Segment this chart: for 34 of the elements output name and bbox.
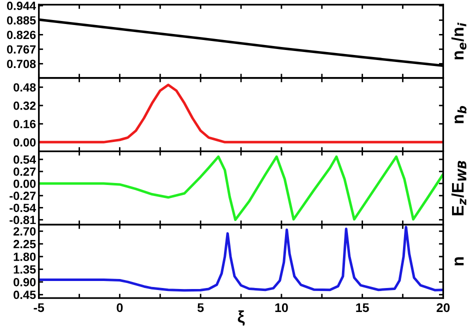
y-tick-label: 0.54 bbox=[14, 155, 36, 164]
y-tick-label: -0.27 bbox=[10, 192, 36, 200]
y-tick-label: 0.00 bbox=[14, 180, 36, 188]
x-tick-label: 0 bbox=[116, 303, 123, 312]
y-tick-label: -0.54 bbox=[10, 204, 36, 212]
y-tick-label: -0.81 bbox=[10, 216, 36, 224]
y-tick-label: 0.826 bbox=[7, 30, 36, 40]
y-axis-title: n$_{b}$ bbox=[454, 106, 466, 124]
y-tick-label: 0.767 bbox=[7, 45, 36, 54]
x-tick-label: -5 bbox=[34, 303, 44, 312]
y-tick-label: 0.27 bbox=[14, 168, 36, 176]
y-tick-label: 0.45 bbox=[14, 290, 36, 300]
x-axis-title: ξ bbox=[238, 310, 245, 326]
y-tick-label: 2.25 bbox=[14, 240, 36, 248]
y-axis-title: n bbox=[454, 257, 464, 266]
x-tick-label: 15 bbox=[356, 303, 369, 312]
y-tick-label: 0.16 bbox=[14, 120, 36, 128]
y-tick-label: 0.90 bbox=[14, 278, 36, 286]
y-tick-label: 1.80 bbox=[14, 252, 36, 261]
y-tick-label: 0.32 bbox=[14, 102, 36, 110]
line-series bbox=[38, 84, 444, 144]
x-tick-label: 10 bbox=[275, 303, 288, 312]
y-tick-label: 0.00 bbox=[14, 138, 36, 147]
x-tick-label: 5 bbox=[198, 303, 204, 312]
y-tick-label: 1.35 bbox=[14, 265, 36, 274]
y-tick-label: 2.70 bbox=[14, 227, 36, 236]
y-axis-title: n$_{e}$/n$_{i}$ bbox=[451, 22, 466, 60]
y-tick-label: 0.885 bbox=[7, 16, 36, 25]
y-axis-title: E$_{z}$/E$_{WB}$ bbox=[451, 160, 466, 216]
x-tick-label: 20 bbox=[436, 303, 450, 312]
y-tick-label: 0.48 bbox=[14, 83, 36, 92]
y-tick-label: 0.944 bbox=[7, 2, 36, 10]
y-tick-label: 0.708 bbox=[7, 60, 36, 68]
line-series bbox=[38, 155, 444, 222]
